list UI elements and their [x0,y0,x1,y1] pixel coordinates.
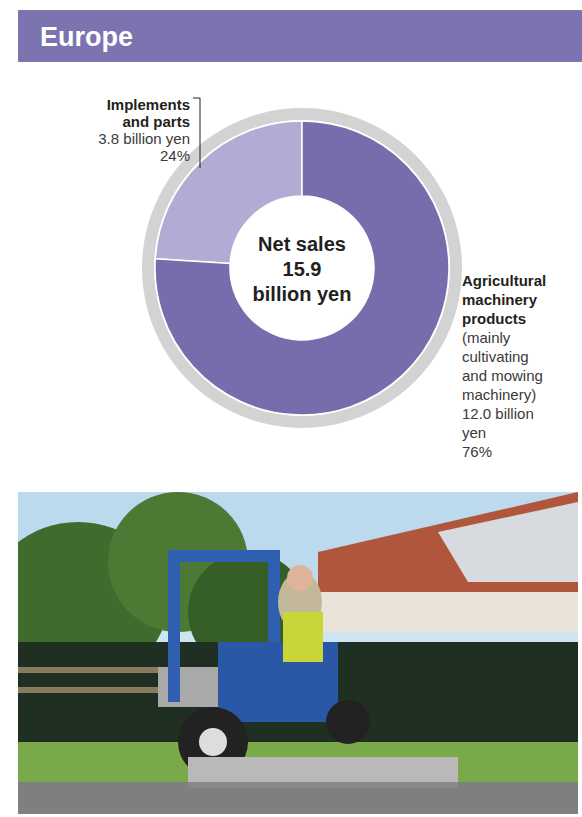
svg-text:(mainly: (mainly [462,329,511,346]
svg-text:billion yen: billion yen [253,283,352,305]
svg-text:Net sales: Net sales [258,233,346,255]
svg-text:24%: 24% [160,147,190,164]
svg-text:products: products [462,310,526,327]
svg-text:cultivating: cultivating [462,348,529,365]
svg-text:yen: yen [462,424,486,441]
svg-text:76%: 76% [462,443,492,460]
svg-text:machinery: machinery [462,291,538,308]
svg-text:and parts: and parts [122,113,190,130]
svg-text:3.8 billion yen: 3.8 billion yen [98,130,190,147]
svg-text:15.9: 15.9 [283,258,322,280]
svg-text:and mowing: and mowing [462,367,543,384]
svg-text:12.0 billion: 12.0 billion [462,405,534,422]
svg-text:Europe: Europe [40,22,133,52]
svg-text:machinery): machinery) [462,386,536,403]
svg-text:Agricultural: Agricultural [462,272,546,289]
svg-text:Implements: Implements [107,96,190,113]
